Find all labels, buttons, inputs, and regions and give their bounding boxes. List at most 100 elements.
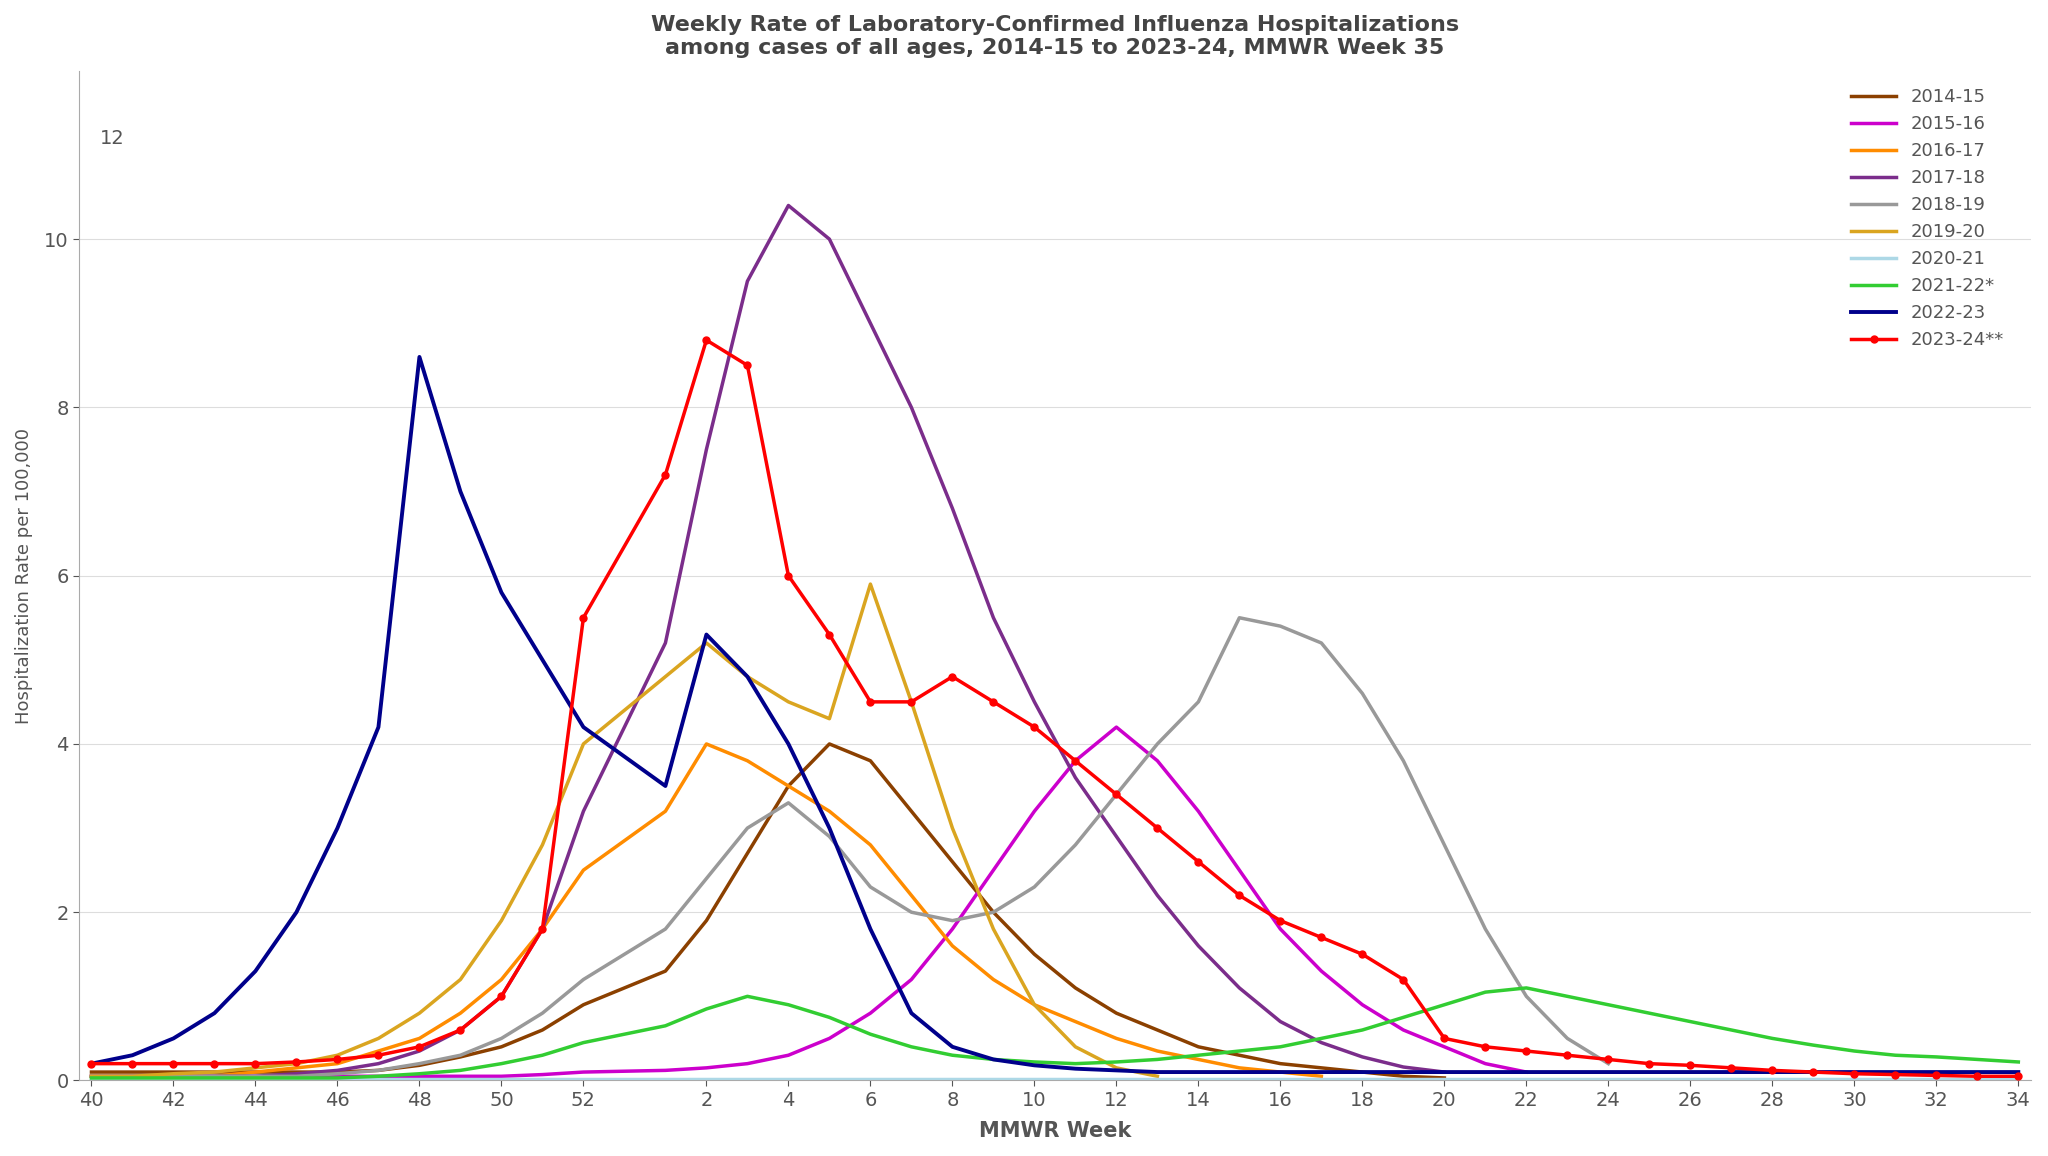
2014-15 (1268, 1057, 1292, 1070)
2016-17 (694, 738, 719, 751)
2020-21 (1759, 1072, 1784, 1085)
2022-23 (1636, 1065, 1661, 1079)
2015-16 (858, 1006, 883, 1020)
2018-19 (653, 922, 678, 936)
2023-24** (899, 695, 924, 709)
2017-18 (735, 274, 760, 288)
2023-24** (1063, 754, 1087, 768)
2018-19 (1104, 787, 1128, 801)
2020-21 (203, 1072, 227, 1085)
2020-21 (1227, 1072, 1251, 1085)
2021-22* (1063, 1057, 1087, 1070)
2018-19 (940, 913, 965, 927)
2016-17 (571, 864, 596, 877)
2015-16 (408, 1069, 432, 1083)
Line: 2017-18: 2017-18 (92, 206, 1444, 1076)
2015-16 (940, 922, 965, 936)
2020-21 (1432, 1072, 1456, 1085)
2017-18 (121, 1069, 145, 1083)
2018-19 (776, 795, 801, 809)
2021-22* (285, 1070, 309, 1084)
2022-23 (1677, 1065, 1702, 1079)
2017-18 (244, 1069, 268, 1083)
2014-15 (899, 805, 924, 818)
2017-18 (981, 610, 1006, 624)
2019-20 (244, 1061, 268, 1075)
2016-17 (1268, 1065, 1292, 1079)
2022-23 (244, 964, 268, 978)
2023-24** (1677, 1059, 1702, 1073)
2018-19 (1513, 990, 1538, 1003)
2020-21 (981, 1072, 1006, 1085)
2015-16 (1186, 805, 1210, 818)
2015-16 (367, 1069, 391, 1083)
Line: 2021-22*: 2021-22* (92, 988, 2019, 1077)
2022-23 (203, 1006, 227, 1020)
2020-21 (121, 1072, 145, 1085)
2018-19 (858, 880, 883, 894)
2020-21 (408, 1072, 432, 1085)
2017-18 (1104, 830, 1128, 844)
Line: 2019-20: 2019-20 (92, 584, 1157, 1076)
2019-20 (776, 695, 801, 709)
2015-16 (489, 1069, 514, 1083)
2019-20 (326, 1048, 350, 1062)
2016-17 (1104, 1031, 1128, 1045)
2023-24** (1145, 821, 1169, 835)
2022-23 (162, 1031, 186, 1045)
2018-19 (899, 905, 924, 919)
2022-23 (1718, 1065, 1743, 1079)
2020-21 (899, 1072, 924, 1085)
2018-19 (80, 1069, 104, 1083)
2020-21 (1309, 1072, 1333, 1085)
2019-20 (1145, 1069, 1169, 1083)
2017-18 (653, 636, 678, 650)
2017-18 (326, 1064, 350, 1077)
2018-19 (1186, 695, 1210, 709)
2020-21 (1186, 1072, 1210, 1085)
2023-24** (776, 569, 801, 583)
2021-22* (653, 1018, 678, 1032)
2014-15 (981, 905, 1006, 919)
2019-20 (1063, 1040, 1087, 1054)
2023-24** (1350, 947, 1374, 961)
2021-22* (1841, 1044, 1866, 1058)
2020-21 (1513, 1072, 1538, 1085)
2015-16 (121, 1069, 145, 1083)
2018-19 (1227, 610, 1251, 624)
2021-22* (571, 1036, 596, 1050)
2017-18 (858, 317, 883, 331)
2014-15 (776, 779, 801, 793)
2022-23 (285, 905, 309, 919)
2022-23 (1350, 1065, 1374, 1079)
2022-23 (1227, 1065, 1251, 1079)
2014-15 (694, 913, 719, 927)
2014-15 (1432, 1070, 1456, 1084)
2018-19 (449, 1048, 473, 1062)
2021-22* (1677, 1015, 1702, 1029)
2021-22* (408, 1067, 432, 1081)
Legend: 2014-15, 2015-16, 2016-17, 2017-18, 2018-19, 2019-20, 2020-21, 2021-22*, 2022-23: 2014-15, 2015-16, 2016-17, 2017-18, 2018… (1843, 81, 2011, 357)
2020-21 (1677, 1072, 1702, 1085)
2022-23 (1473, 1065, 1497, 1079)
2019-20 (367, 1031, 391, 1045)
2016-17 (203, 1069, 227, 1083)
2017-18 (285, 1067, 309, 1081)
2016-17 (735, 754, 760, 768)
2020-21 (449, 1072, 473, 1085)
2018-19 (530, 1006, 555, 1020)
Line: 2014-15: 2014-15 (92, 744, 1444, 1077)
2023-24** (1309, 931, 1333, 944)
2019-20 (1104, 1061, 1128, 1075)
2018-19 (735, 821, 760, 835)
2020-21 (1718, 1072, 1743, 1085)
2022-23 (1432, 1065, 1456, 1079)
2023-24** (571, 610, 596, 624)
2020-21 (1964, 1072, 1989, 1085)
2020-21 (489, 1072, 514, 1085)
2017-18 (489, 990, 514, 1003)
2014-15 (858, 754, 883, 768)
2020-21 (1595, 1072, 1620, 1085)
2020-21 (285, 1072, 309, 1085)
2022-23 (1554, 1065, 1579, 1079)
